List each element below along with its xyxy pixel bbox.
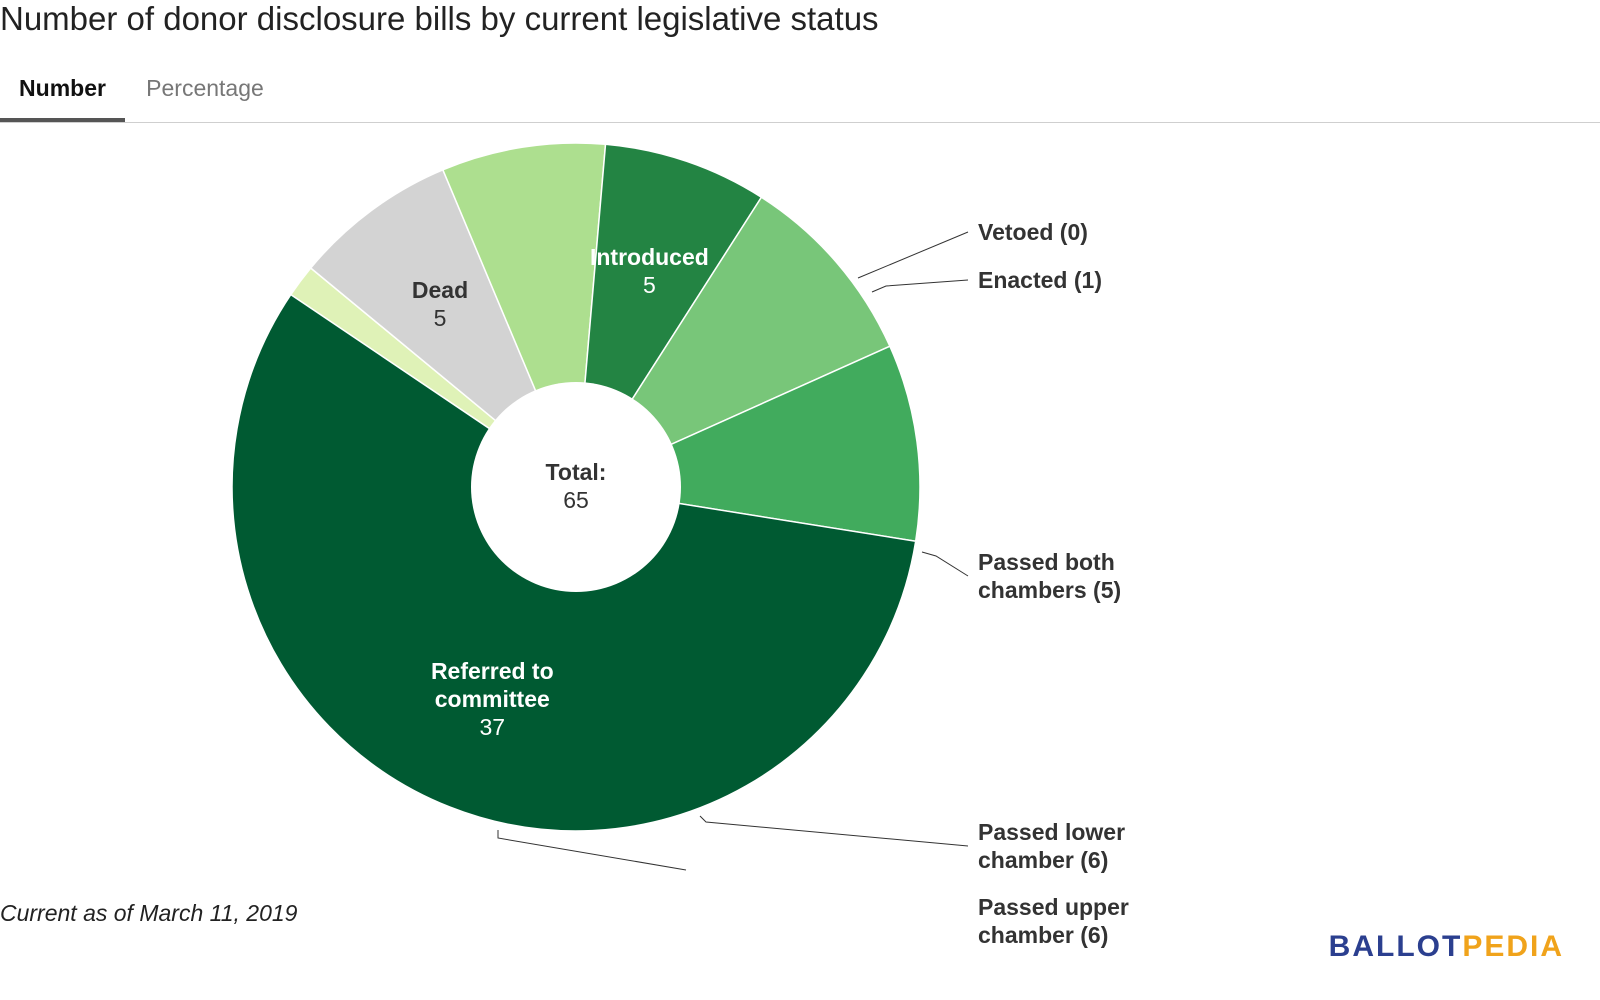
leader-line-vetoed <box>857 231 969 279</box>
leader-line-passed-lower-chamber <box>699 815 969 847</box>
outside-label-passed-upper-chamber: Passed upper <box>978 894 1129 920</box>
leader-line-enacted <box>871 279 969 293</box>
tab-percentage[interactable]: Percentage <box>146 75 264 101</box>
outside-label-passed-lower-chamber: Passed lower <box>978 819 1125 845</box>
outside-label-passed-upper-chamber: chamber (6) <box>978 922 1108 948</box>
slice-value-referred-to-committee: 37 <box>480 714 506 740</box>
slice-passed-lower-chamber[interactable] <box>574 196 891 489</box>
leader-line-passed-upper-chamber <box>497 830 687 871</box>
outside-label-enacted: Enacted (1) <box>978 267 1102 293</box>
slice-label-referred-to-committee: Referred to <box>431 658 554 684</box>
center-total-label: Total: <box>546 459 607 485</box>
chart-title: Number of donor disclosure bills by curr… <box>0 0 879 37</box>
slice-label-introduced: Introduced <box>590 244 709 270</box>
outside-label-passed-lower-chamber: chamber (6) <box>978 847 1108 873</box>
slice-value-dead: 5 <box>434 305 447 331</box>
leader-line-passed-both-chambers <box>921 551 969 577</box>
slice-label-referred-to-committee: committee <box>435 686 550 712</box>
outside-label-passed-both-chambers: chambers (5) <box>978 577 1121 603</box>
tab-number[interactable]: Number <box>0 72 125 122</box>
ballotpedia-logo: BALLOTPEDIA <box>1329 930 1564 964</box>
slice-label-dead: Dead <box>412 277 468 303</box>
as-of-caption: Current as of March 11, 2019 <box>0 900 298 926</box>
outside-label-vetoed: Vetoed (0) <box>978 219 1088 245</box>
slice-value-introduced: 5 <box>643 272 656 298</box>
center-total-value: 65 <box>563 487 589 513</box>
logo-part-ballot: BALLOT <box>1328 930 1463 963</box>
outside-label-passed-both-chambers: Passed both <box>978 549 1115 575</box>
donut-hole <box>471 382 681 592</box>
logo-part-pedia: PEDIA <box>1462 930 1564 963</box>
tab-bar: Number Percentage <box>0 72 1600 123</box>
